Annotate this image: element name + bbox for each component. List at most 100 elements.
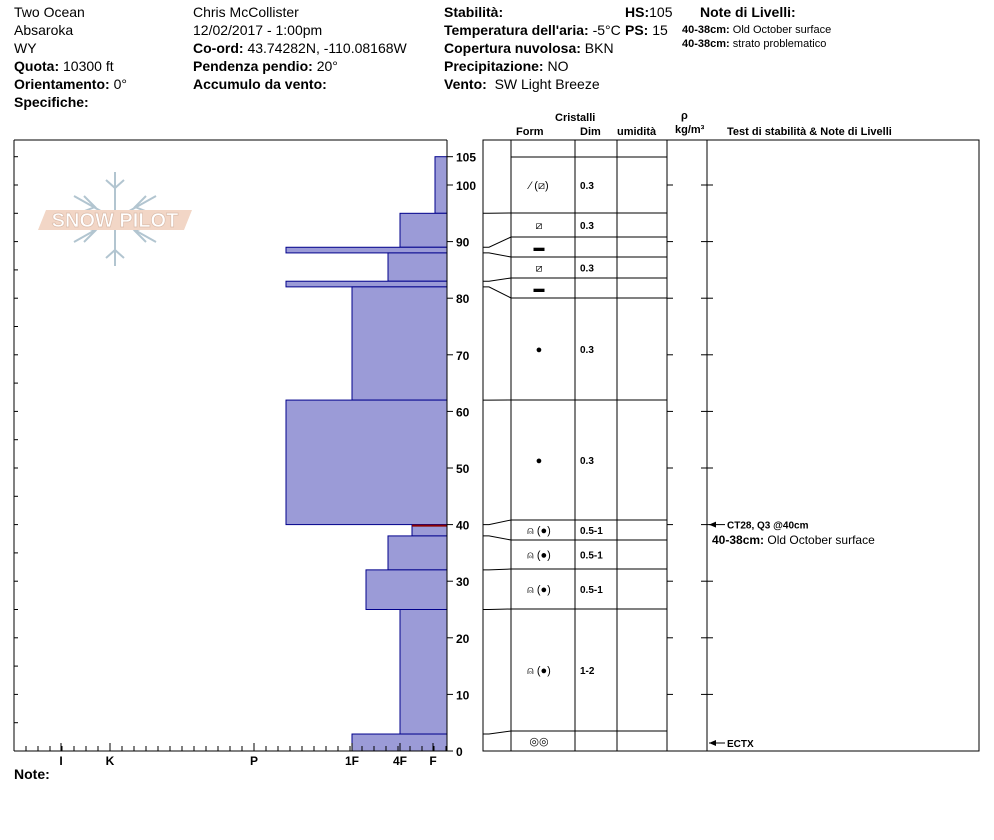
aspect-label: Orientamento:: [14, 76, 110, 92]
grain-form-symbol: ●: [536, 344, 543, 356]
note2-range: 40-38cm:: [682, 38, 730, 50]
penetration: PS: 15: [625, 22, 668, 38]
hardness-tick-label: P: [250, 754, 258, 768]
hardness-bar: [387, 535, 448, 571]
layer-notes-title: Note di Livelli:: [700, 4, 796, 20]
air-temp: Temperatura dell'aria: -5°C: [444, 22, 621, 38]
grain-form-symbol: ●: [536, 455, 543, 467]
depth-connector: [483, 608, 512, 610]
aspect: Orientamento: 0°: [14, 76, 127, 92]
depth-tick-label: 60: [456, 405, 470, 419]
cloud-cover: Copertura nuvolosa: BKN: [444, 40, 614, 56]
ps-label: PS:: [625, 22, 649, 38]
depth-tick-label: 0: [456, 745, 463, 759]
arrow-icon: [709, 740, 716, 746]
depth-tick-label: 100: [456, 179, 476, 193]
stability-test-label: ECTX: [727, 739, 754, 750]
precipitation: Precipitazione: NO: [444, 58, 568, 74]
hardness-tick-label: K: [106, 754, 115, 768]
grain-size: 0.5-1: [580, 585, 603, 596]
grain-size: 0.5-1: [580, 526, 603, 537]
elevation-label: Quota:: [14, 58, 60, 74]
ps-value: 15: [652, 22, 668, 38]
hardness-bar: [434, 156, 448, 214]
depth-connector: [483, 277, 512, 282]
datetime: 12/02/2017 - 1:00pm: [193, 22, 323, 38]
depth-tick-label: 105: [456, 151, 476, 165]
hardness-tick-label: 1F: [345, 754, 359, 768]
col-rho: ρ: [681, 110, 688, 122]
hardness-bar: [285, 399, 448, 526]
depth-connector: [483, 519, 512, 526]
location: Two Ocean: [14, 4, 85, 20]
grain-size: 0.3: [580, 181, 594, 192]
slope-label: Pendenza pendio:: [193, 58, 313, 74]
air-temp-value: -5°C: [592, 22, 621, 38]
slope: Pendenza pendio: 20°: [193, 58, 338, 74]
hardness-bar: [351, 286, 448, 401]
logo-text: SNOW PILOT: [52, 210, 179, 232]
depth-tick-label: 70: [456, 349, 470, 363]
depth-tick-label: 90: [456, 236, 470, 250]
snowpilot-logo: SNOW PILOT: [38, 172, 192, 266]
wind: Vento: SW Light Breeze: [444, 76, 600, 92]
table-note-text: Old October surface: [764, 533, 875, 547]
wind-load-label: Accumulo da vento:: [193, 76, 327, 92]
depth-tick-label: 20: [456, 632, 470, 646]
layer-table-frame: [482, 139, 980, 752]
depth-connector: [483, 252, 512, 258]
precip-label: Precipitazione:: [444, 58, 544, 74]
hardness-tick-label: I: [59, 754, 62, 768]
grain-form-symbol: ⍝ (●): [527, 525, 551, 537]
depth-tick-label: 40: [456, 519, 470, 533]
grain-form-symbol: ⍝ (●): [527, 584, 551, 596]
hardness-bar: [285, 280, 448, 288]
hardness-tick-label: 4F: [393, 754, 407, 768]
grain-form-symbol: ▬: [534, 283, 545, 295]
table-layer-note: 40-38cm: Old October surface: [712, 533, 875, 547]
grain-size: 0.5-1: [580, 551, 603, 562]
elevation: Quota: 10300 ft: [14, 58, 114, 74]
grain-form-symbol: ⧄: [536, 220, 543, 232]
snow-height: HS:105: [625, 4, 673, 20]
depth-tick-label: 50: [456, 462, 470, 476]
aspect-value: 0°: [113, 76, 127, 92]
col-density-unit: kg/m³: [675, 124, 705, 136]
depth-connector: [483, 730, 512, 735]
col-dim: Dim: [580, 126, 601, 138]
coord-value: 43.74282N, -110.08168W: [247, 40, 407, 56]
specifics-label: Specifiche:: [14, 94, 89, 110]
elevation-value: 10300 ft: [63, 58, 114, 74]
depth-tick-label: 80: [456, 292, 470, 306]
grain-size: 0.3: [580, 345, 594, 356]
layer-note-1: 40-38cm: Old October surface: [682, 24, 831, 36]
col-tests: Test di stabilità & Note di Livelli: [727, 126, 892, 138]
wind-value: SW Light Breeze: [494, 76, 600, 92]
layer-note-2: 40-38cm: strato problematico: [682, 38, 826, 50]
grain-form-symbol: ◎◎: [529, 736, 548, 748]
depth-tick-label: 10: [456, 688, 470, 702]
cloud-label: Copertura nuvolosa:: [444, 40, 581, 56]
air-temp-label: Temperatura dell'aria:: [444, 22, 589, 38]
grain-form-symbol: ⁄ (⧄): [526, 180, 548, 192]
col-form: Form: [516, 126, 544, 138]
grain-size: 0.3: [580, 456, 594, 467]
hardness-bar: [387, 252, 448, 282]
coord-label: Co-ord:: [193, 40, 244, 56]
depth-connector: [483, 568, 512, 571]
note1-text: Old October surface: [732, 24, 832, 36]
grain-form-symbol: ⧄: [536, 263, 543, 275]
stability-label: Stabilità:: [444, 4, 504, 20]
hardness-bar: [285, 246, 448, 254]
grain-size: 1-2: [580, 666, 595, 677]
grain-form-symbol: ▬: [534, 242, 545, 254]
note1-range: 40-38cm:: [682, 24, 730, 36]
stability-test-label: CT28, Q3 @40cm: [727, 521, 809, 532]
grain-size: 0.3: [580, 221, 594, 232]
depth-connector: [483, 236, 512, 248]
col-moisture: umidità: [617, 126, 657, 138]
grain-form-symbol: ⍝ (●): [527, 550, 551, 562]
wind-label: Vento:: [444, 76, 487, 92]
depth-connector: [483, 535, 512, 541]
precip-value: NO: [547, 58, 569, 74]
